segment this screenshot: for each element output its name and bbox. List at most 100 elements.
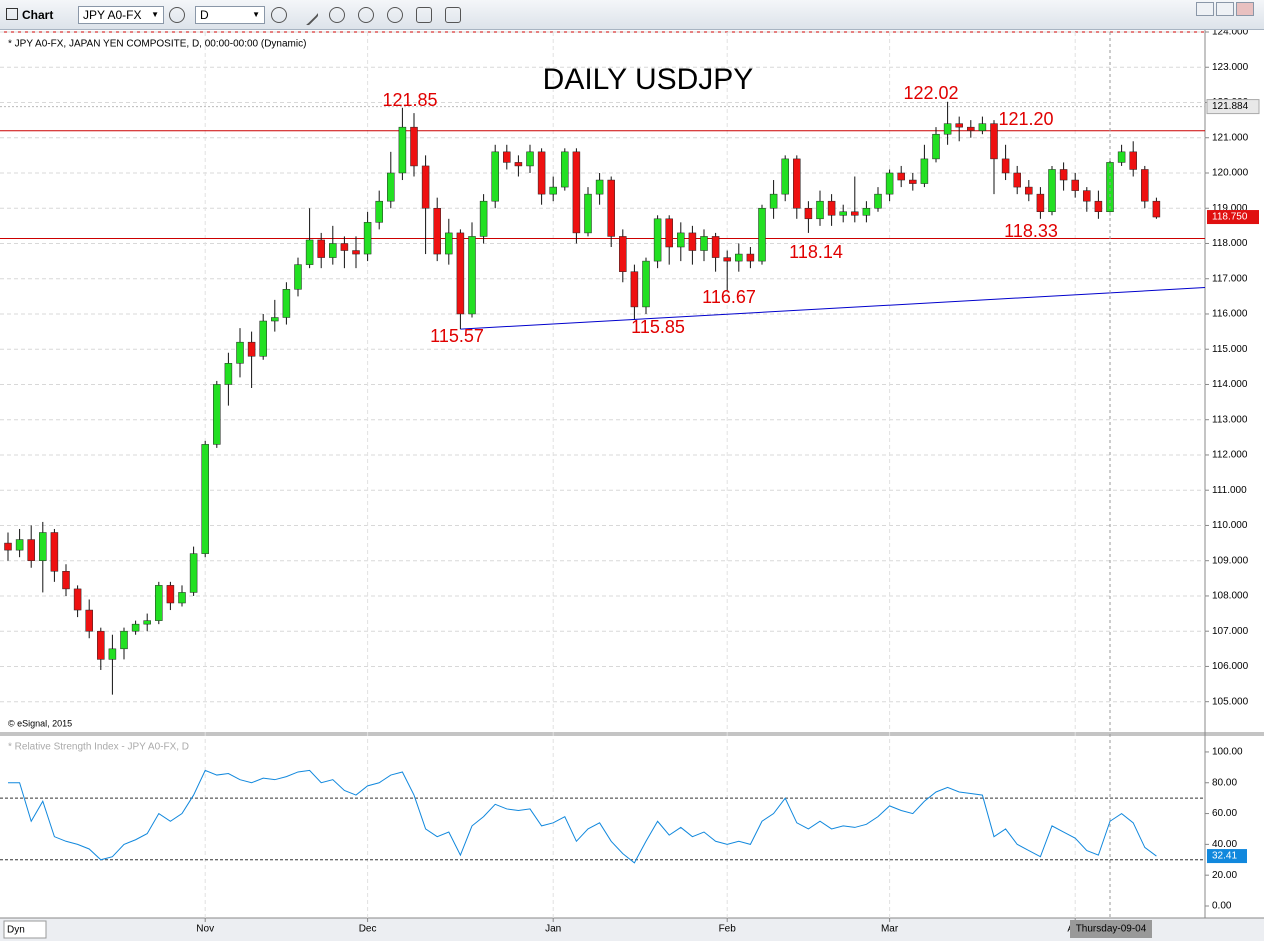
annotation: 121.20: [998, 109, 1053, 129]
candle-body: [108, 648, 117, 660]
y-tick-label: 120.000: [1212, 168, 1249, 179]
candle-body: [537, 151, 546, 195]
candle-body: [398, 126, 407, 174]
candle-body: [1152, 200, 1161, 218]
candle-body: [1071, 179, 1079, 191]
candle-body: [769, 193, 778, 209]
candle-body: [758, 207, 766, 262]
candle-body: [166, 585, 175, 604]
annotation: 122.02: [903, 83, 958, 103]
candle-body: [595, 179, 604, 195]
candle-body: [1083, 190, 1091, 202]
candle-body: [688, 232, 697, 251]
y-tick-label: 111.000: [1212, 485, 1247, 496]
rsi-tick-label: 0.00: [1212, 901, 1232, 912]
rsi-tag: [1207, 849, 1247, 864]
tag-icon[interactable]: [416, 7, 432, 23]
candle-body: [282, 289, 291, 318]
price-tag: [1207, 210, 1259, 225]
minimize-button[interactable]: [1196, 2, 1214, 16]
study-icon[interactable]: [329, 7, 345, 23]
candle-body: [189, 553, 198, 593]
y-tick-label: 108.000: [1212, 591, 1249, 602]
candle-body: [909, 179, 917, 184]
chart-icon: [6, 8, 18, 20]
time-icon[interactable]: [271, 7, 287, 23]
candle-body: [932, 133, 940, 160]
rsi-tick-label: 100.00: [1212, 747, 1243, 758]
candle-body: [1048, 169, 1056, 213]
candle-body: [410, 126, 418, 167]
toolbar: Chart JPY A0-FX ▼ D ▼: [0, 0, 1264, 30]
play-icon[interactable]: [358, 7, 374, 23]
candle-body: [735, 253, 743, 262]
candle-body: [1013, 172, 1021, 188]
candle-body: [653, 218, 662, 262]
x-tick-label: Feb: [719, 924, 737, 935]
candle-body: [375, 200, 383, 223]
candle-body: [746, 253, 755, 262]
draw-icon[interactable]: [296, 3, 320, 27]
candle-body: [468, 236, 476, 315]
candle-body: [874, 193, 882, 209]
annotation: 121.85: [382, 90, 437, 110]
candle-body: [85, 609, 93, 632]
candle-body: [967, 126, 975, 131]
candle-body: [700, 236, 708, 251]
x-tick-label: Mar: [881, 924, 899, 935]
footer-box: [3, 920, 47, 939]
interval: D: [200, 8, 209, 22]
candle-body: [352, 250, 360, 255]
candle-body: [584, 193, 592, 234]
interval-box[interactable]: D ▼: [195, 6, 265, 24]
candle-body: [50, 532, 59, 572]
candle-body: [665, 218, 673, 248]
symbol: JPY A0-FX: [83, 8, 142, 22]
y-tick-label: 107.000: [1212, 626, 1249, 637]
text-icon[interactable]: [387, 7, 403, 23]
candle-body: [259, 320, 267, 357]
annotation: 116.67: [702, 287, 756, 307]
crosshair-label: Thursday-09-04: [1076, 924, 1147, 935]
candle-body: [131, 623, 140, 632]
candle-body: [340, 243, 349, 251]
annotation: 118.14: [789, 242, 843, 262]
candle-body: [1106, 162, 1114, 213]
candle-body: [201, 444, 209, 554]
dropdown-arrow: ▼: [252, 10, 260, 19]
annotation: 118.33: [1004, 221, 1058, 241]
chart-title: DAILY USDJPY: [543, 63, 754, 96]
y-tick-label: 105.000: [1212, 696, 1249, 707]
y-tick-label: 106.000: [1212, 661, 1249, 672]
info: * JPY A0-FX, JAPAN YEN COMPOSITE, D, 00:…: [8, 39, 306, 50]
candle-body: [143, 620, 151, 625]
rsi-tick-label: 20.00: [1212, 870, 1237, 881]
candle-body: [213, 384, 221, 445]
candle-body: [990, 123, 998, 160]
symbol-box[interactable]: JPY A0-FX ▼: [78, 6, 164, 24]
price-tag-label: 121.884: [1212, 101, 1249, 112]
candle-body: [456, 232, 465, 315]
candle-body: [387, 172, 395, 202]
y-tick-label: 112.000: [1212, 450, 1248, 461]
rsi-line: [8, 769, 1157, 864]
candle-body: [619, 236, 627, 272]
candle-body: [549, 186, 557, 195]
candle-body: [4, 542, 12, 551]
candle-body: [978, 123, 987, 131]
candle-body: [329, 243, 337, 258]
candle-body: [1059, 169, 1068, 181]
maximize-button[interactable]: [1216, 2, 1234, 16]
candle-body: [503, 151, 511, 163]
close-button[interactable]: [1236, 2, 1254, 16]
comment-icon[interactable]: [445, 7, 461, 23]
candle-body: [479, 200, 488, 237]
y-tick-label: 116.000: [1212, 309, 1248, 320]
candle-body: [1036, 193, 1045, 213]
candle-body: [851, 211, 859, 216]
settings-icon[interactable]: [169, 7, 185, 23]
y-tick-label: 117.000: [1212, 273, 1248, 284]
candle-body: [155, 585, 163, 621]
